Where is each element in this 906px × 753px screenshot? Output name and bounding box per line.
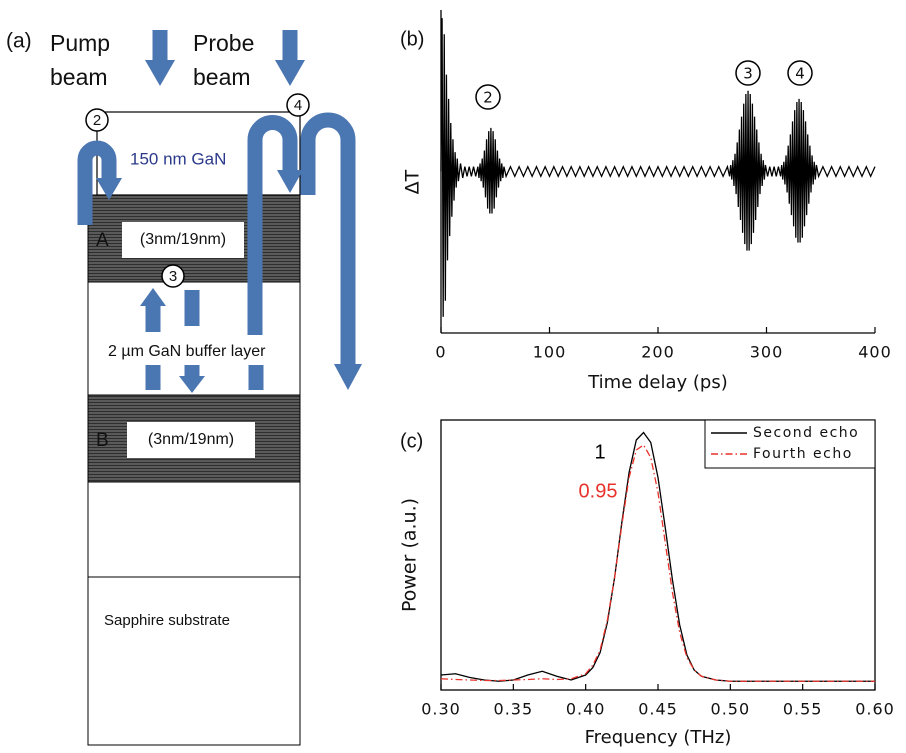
data-line — [440, 18, 876, 317]
panel-label: (a) — [6, 30, 32, 53]
diagram: (a) Pump beam Probe beam A (3nm/19nm) B … — [6, 30, 362, 746]
annotation-circle — [787, 60, 813, 86]
x-axis-label: Frequency (THz) — [585, 727, 732, 748]
x-tick-label: 200 — [641, 343, 675, 362]
gan-label: 150 nm GaN — [130, 149, 226, 168]
marker: 3 — [169, 268, 177, 285]
x-tick-label: 100 — [533, 343, 567, 362]
pump-label: Pump — [50, 30, 110, 56]
layer-spec: (3nm/19nm) — [140, 231, 226, 248]
substrate — [87, 576, 301, 746]
chart: 0 100 200 300 400 2 3 4 (b) Time delay (ps) ΔT — [400, 10, 892, 393]
y-axis-label: Power (a.u.) — [399, 498, 421, 612]
interlayer — [87, 481, 301, 578]
x-tick-label: 0.55 — [783, 700, 823, 719]
y-axis-label: ΔT — [402, 169, 424, 194]
data-line — [440, 444, 875, 682]
x-tick-label: 0.45 — [638, 700, 678, 719]
probe-label: beam — [193, 64, 251, 90]
x-tick-label: 0.30 — [421, 700, 461, 719]
legend-label: Fourth echo — [753, 446, 853, 462]
data-line — [440, 431, 875, 682]
annotation-circle — [475, 84, 501, 110]
substrate-label: Sapphire substrate — [104, 612, 230, 629]
layer-spec: (3nm/19nm) — [148, 431, 234, 448]
annotation: 2 — [483, 89, 493, 107]
legend-label: Second echo — [753, 425, 859, 441]
annotation-circle — [735, 60, 761, 86]
annotation: 3 — [743, 65, 753, 83]
legend-box — [704, 419, 876, 469]
label-box — [127, 422, 255, 458]
pump-label: beam — [50, 64, 108, 90]
x-tick-label: 0.50 — [711, 700, 751, 719]
annotation: 4 — [795, 65, 805, 83]
marker: 4 — [294, 97, 302, 114]
x-tick-label: 0.40 — [566, 700, 606, 719]
x-tick-label: 400 — [858, 343, 892, 362]
x-tick-label: 0.60 — [855, 700, 895, 719]
x-tick-label: 300 — [750, 343, 784, 362]
beams — [77, 30, 362, 393]
markers: 2 4 3 — [85, 93, 310, 288]
layer-name: A — [96, 230, 109, 251]
probe-label: Probe — [193, 30, 254, 56]
chart: 0.30 0.35 0.40 0.45 0.50 0.55 0.60 Second echo F… — [399, 419, 895, 748]
panel-label: (c) — [400, 430, 423, 452]
x-tick-label: 0.35 — [494, 700, 534, 719]
panel-label: (b) — [400, 28, 424, 50]
layer-name: B — [96, 430, 109, 451]
x-axis-label: Time delay (ps) — [587, 372, 728, 393]
annotation: 1 — [594, 441, 605, 463]
label-box — [122, 222, 244, 258]
annotation: 0.95 — [579, 480, 618, 502]
x-tick-label: 0 — [435, 343, 446, 362]
buffer-label: 2 µm GaN buffer layer — [108, 343, 266, 360]
marker: 2 — [93, 112, 101, 129]
